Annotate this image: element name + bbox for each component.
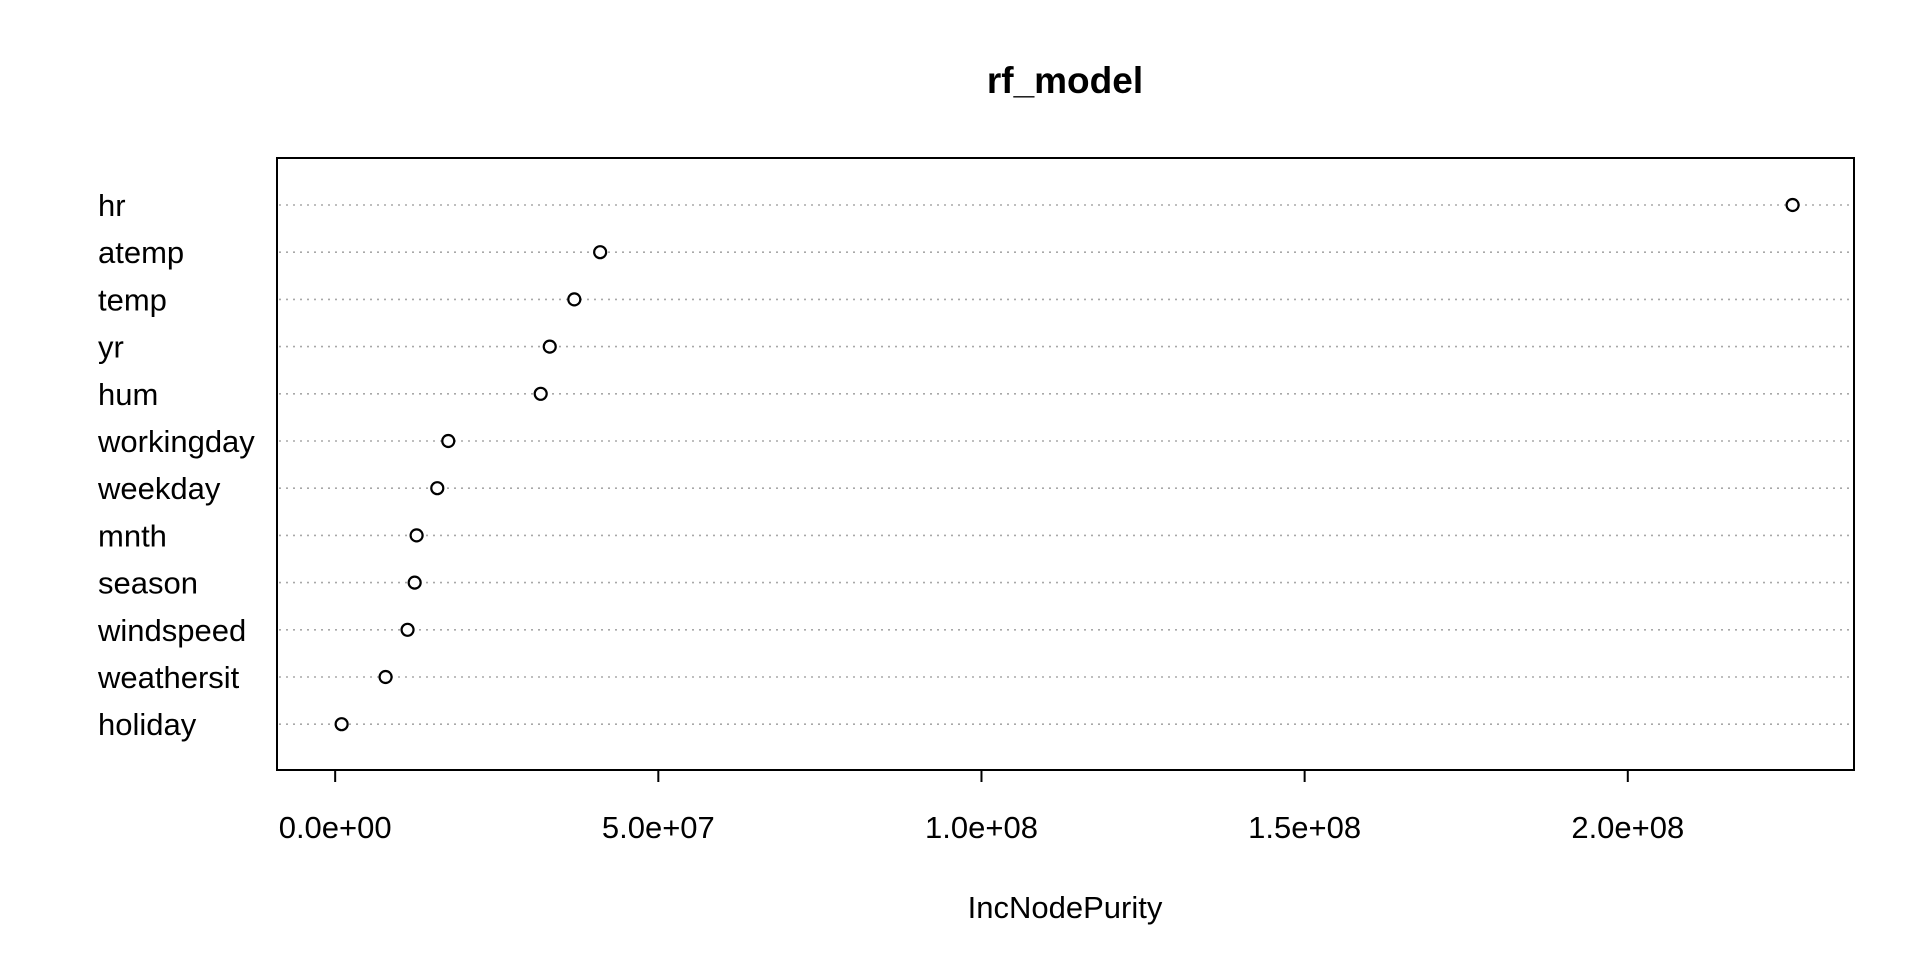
x-tick-label: 1.5e+08 [1248,810,1361,845]
x-axis: 0.0e+00 5.0e+07 1.0e+08 1.5e+08 2.0e+08 [279,769,1684,845]
data-point [407,575,422,590]
x-tick-label: 5.0e+07 [602,810,715,845]
category-label: hum [98,377,158,412]
category-label: mnth [98,518,167,553]
category-labels: hr atemp temp yr hum workingday weekday mnth sea… [97,188,255,742]
guide-lines [279,204,1852,726]
data-point [378,669,393,685]
category-label: temp [98,282,167,317]
category-label: holiday [98,707,197,742]
x-axis-label: IncNodePurity [968,890,1163,925]
category-label: hr [98,188,126,223]
category-label: windspeed [97,613,246,648]
data-point [533,386,548,401]
data-point [409,528,424,543]
data-point [430,481,445,496]
category-label: yr [98,330,124,365]
data-point [1785,197,1800,213]
category-label: season [98,566,198,601]
category-label: atemp [98,235,184,270]
x-tick-label: 2.0e+08 [1571,810,1684,845]
plot-area-frame [276,157,1855,771]
data-points [334,197,1800,732]
category-label: workingday [97,424,255,459]
data-point [400,622,415,637]
data-point [593,245,608,260]
data-point [334,717,349,732]
data-point [441,433,456,449]
data-point [542,339,557,354]
category-label: weathersit [97,660,240,695]
x-tick-label: 0.0e+00 [279,810,392,845]
x-tick-label: 1.0e+08 [925,810,1038,845]
chart-title: rf_model [987,60,1143,101]
category-label: weekday [97,471,221,506]
data-point [567,292,582,307]
